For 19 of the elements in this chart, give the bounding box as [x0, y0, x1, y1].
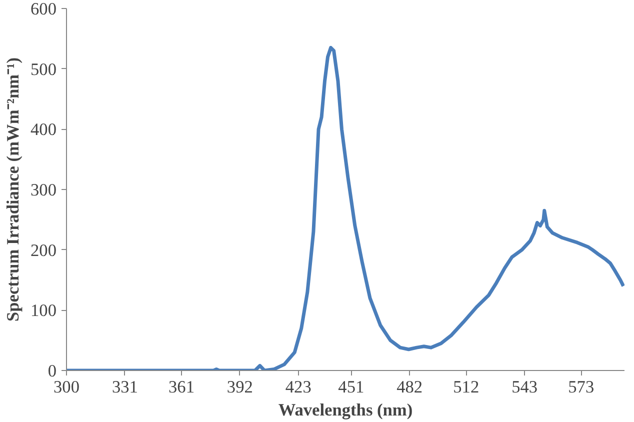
x-tick-label: 451 — [338, 378, 364, 396]
x-tick-label: 361 — [168, 378, 194, 396]
y-tick-label: 300 — [30, 180, 57, 200]
y-tick-label: 100 — [30, 301, 57, 320]
y-tick-label: 200 — [30, 240, 57, 260]
y-tick-label: 400 — [30, 120, 57, 140]
y-tick-label: 500 — [30, 60, 57, 79]
x-tick-label: 423 — [285, 378, 312, 396]
x-tick-label: 543 — [512, 378, 538, 396]
y-axis-title: Spectrum Irradiance (mWm⁻²nm⁻¹) — [4, 57, 23, 322]
x-tick-label: 300 — [54, 378, 80, 396]
x-tick-label: 331 — [112, 378, 138, 396]
y-tick-label: 0 — [48, 362, 57, 380]
x-tick-label: 392 — [226, 378, 253, 396]
x-axis-title: Wavelengths (nm) — [278, 400, 413, 420]
x-tick-label: 512 — [453, 378, 480, 396]
y-tick-label: 600 — [30, 0, 57, 18]
x-tick-label: 482 — [396, 378, 423, 396]
x-tick-label: 573 — [568, 378, 594, 396]
